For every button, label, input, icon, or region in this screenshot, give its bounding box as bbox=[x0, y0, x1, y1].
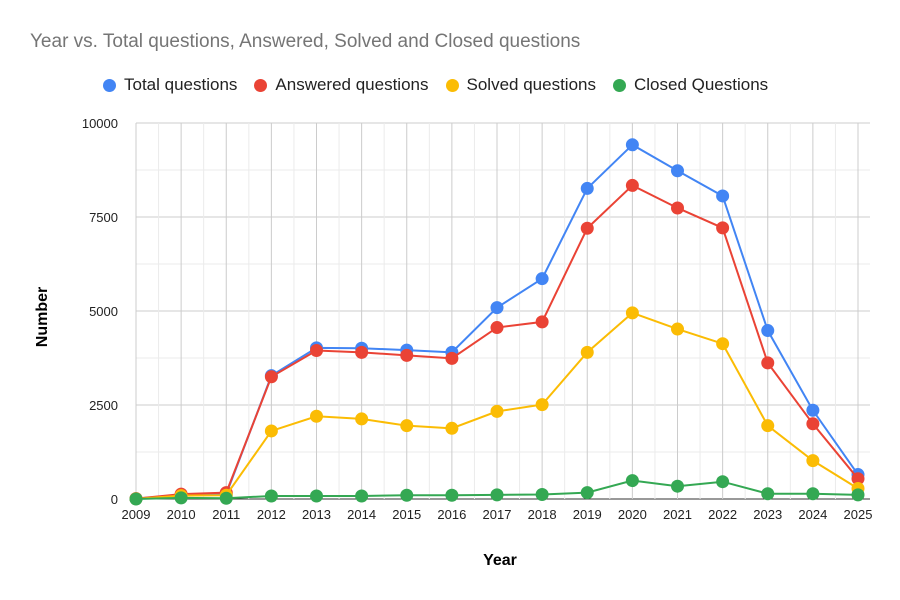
x-tick-label: 2020 bbox=[618, 507, 647, 522]
data-point[interactable] bbox=[445, 351, 459, 365]
x-tick-label: 2024 bbox=[798, 507, 827, 522]
legend-label: Total questions bbox=[124, 75, 238, 94]
x-tick-label: 2013 bbox=[302, 507, 331, 522]
data-point[interactable] bbox=[625, 178, 639, 192]
x-tick-label: 2017 bbox=[483, 507, 512, 522]
data-point[interactable] bbox=[129, 492, 143, 506]
data-point[interactable] bbox=[851, 472, 865, 486]
data-point[interactable] bbox=[761, 356, 775, 370]
series-3 bbox=[129, 474, 865, 506]
x-tick-label: 2023 bbox=[753, 507, 782, 522]
x-tick-label: 2018 bbox=[528, 507, 557, 522]
x-tick-label: 2022 bbox=[708, 507, 737, 522]
data-point[interactable] bbox=[490, 321, 504, 335]
data-point[interactable] bbox=[400, 348, 414, 362]
data-point[interactable] bbox=[219, 491, 233, 505]
y-tick-label: 5000 bbox=[89, 304, 118, 319]
y-tick-label: 7500 bbox=[89, 210, 118, 225]
data-point[interactable] bbox=[671, 322, 684, 336]
data-point[interactable] bbox=[264, 370, 278, 384]
data-point[interactable] bbox=[761, 419, 775, 433]
data-point[interactable] bbox=[310, 409, 323, 423]
x-axis-title: Year bbox=[483, 552, 517, 569]
data-point[interactable] bbox=[716, 475, 730, 489]
series-layer bbox=[129, 138, 865, 506]
data-point[interactable] bbox=[400, 419, 414, 433]
x-tick-label: 2019 bbox=[573, 507, 602, 522]
data-point[interactable] bbox=[264, 489, 278, 503]
data-point[interactable] bbox=[851, 488, 865, 502]
legend-swatch-icon bbox=[254, 78, 268, 92]
chart-title: Year vs. Total questions, Answered, Solv… bbox=[30, 31, 581, 52]
legend-label: Solved questions bbox=[466, 75, 596, 94]
legend-item-total[interactable]: Total questions bbox=[103, 75, 237, 95]
y-tick-label: 2500 bbox=[89, 398, 118, 413]
data-point[interactable] bbox=[716, 337, 730, 351]
y-tick-label: 0 bbox=[111, 492, 118, 507]
y-axis-ticks: 0 2500 5000 7500 10000 bbox=[82, 116, 118, 507]
data-point[interactable] bbox=[625, 138, 639, 152]
legend-swatch-icon bbox=[612, 78, 626, 92]
legend-item-closed[interactable]: Closed Questions bbox=[612, 75, 769, 95]
legend-item-answered[interactable]: Answered questions bbox=[254, 75, 429, 95]
x-tick-label: 2012 bbox=[257, 507, 286, 522]
x-tick-label: 2021 bbox=[663, 507, 692, 522]
data-point[interactable] bbox=[671, 479, 684, 493]
x-axis-ticks: 2009 2010 2011 2012 2013 2014 2015 2016 2017 2018… bbox=[122, 507, 873, 522]
data-point[interactable] bbox=[310, 489, 323, 503]
data-point[interactable] bbox=[806, 454, 820, 468]
legend-swatch-icon bbox=[445, 78, 459, 92]
x-tick-label: 2014 bbox=[347, 507, 376, 522]
data-point[interactable] bbox=[355, 412, 369, 426]
data-point[interactable] bbox=[310, 343, 323, 357]
data-point[interactable] bbox=[400, 488, 414, 502]
data-point[interactable] bbox=[580, 486, 594, 500]
data-point[interactable] bbox=[806, 487, 820, 501]
data-point[interactable] bbox=[625, 474, 639, 488]
data-point[interactable] bbox=[445, 421, 459, 435]
x-tick-label: 2009 bbox=[122, 507, 151, 522]
legend: Total questions Answered questions Solve… bbox=[103, 74, 785, 96]
legend-label: Answered questions bbox=[275, 75, 429, 94]
data-point[interactable] bbox=[535, 272, 549, 286]
data-point[interactable] bbox=[264, 424, 278, 438]
x-tick-label: 2011 bbox=[212, 507, 240, 522]
legend-item-solved[interactable]: Solved questions bbox=[445, 75, 596, 95]
data-point[interactable] bbox=[580, 221, 594, 235]
data-point[interactable] bbox=[535, 398, 549, 412]
y-tick-label: 10000 bbox=[82, 116, 118, 131]
data-point[interactable] bbox=[671, 201, 684, 215]
x-tick-label: 2010 bbox=[167, 507, 196, 522]
data-point[interactable] bbox=[580, 345, 594, 359]
data-point[interactable] bbox=[355, 345, 369, 359]
y-axis-title: Number bbox=[34, 287, 51, 347]
gridlines bbox=[135, 122, 870, 500]
x-tick-label: 2015 bbox=[392, 507, 421, 522]
data-point[interactable] bbox=[174, 491, 188, 505]
data-point[interactable] bbox=[490, 404, 504, 418]
data-point[interactable] bbox=[761, 487, 775, 501]
data-point[interactable] bbox=[535, 315, 549, 329]
data-point[interactable] bbox=[761, 324, 775, 338]
data-point[interactable] bbox=[355, 489, 369, 503]
x-tick-label: 2025 bbox=[844, 507, 873, 522]
data-point[interactable] bbox=[716, 221, 730, 235]
legend-swatch-icon bbox=[103, 78, 116, 92]
data-point[interactable] bbox=[806, 417, 820, 431]
data-point[interactable] bbox=[580, 181, 594, 195]
x-tick-label: 2016 bbox=[437, 507, 466, 522]
data-point[interactable] bbox=[671, 164, 684, 178]
data-point[interactable] bbox=[535, 487, 549, 501]
data-point[interactable] bbox=[490, 488, 504, 502]
data-point[interactable] bbox=[445, 488, 459, 502]
data-point[interactable] bbox=[625, 306, 639, 320]
legend-label: Closed Questions bbox=[633, 75, 769, 94]
data-point[interactable] bbox=[490, 301, 504, 315]
data-point[interactable] bbox=[806, 403, 820, 417]
data-point[interactable] bbox=[716, 189, 730, 203]
